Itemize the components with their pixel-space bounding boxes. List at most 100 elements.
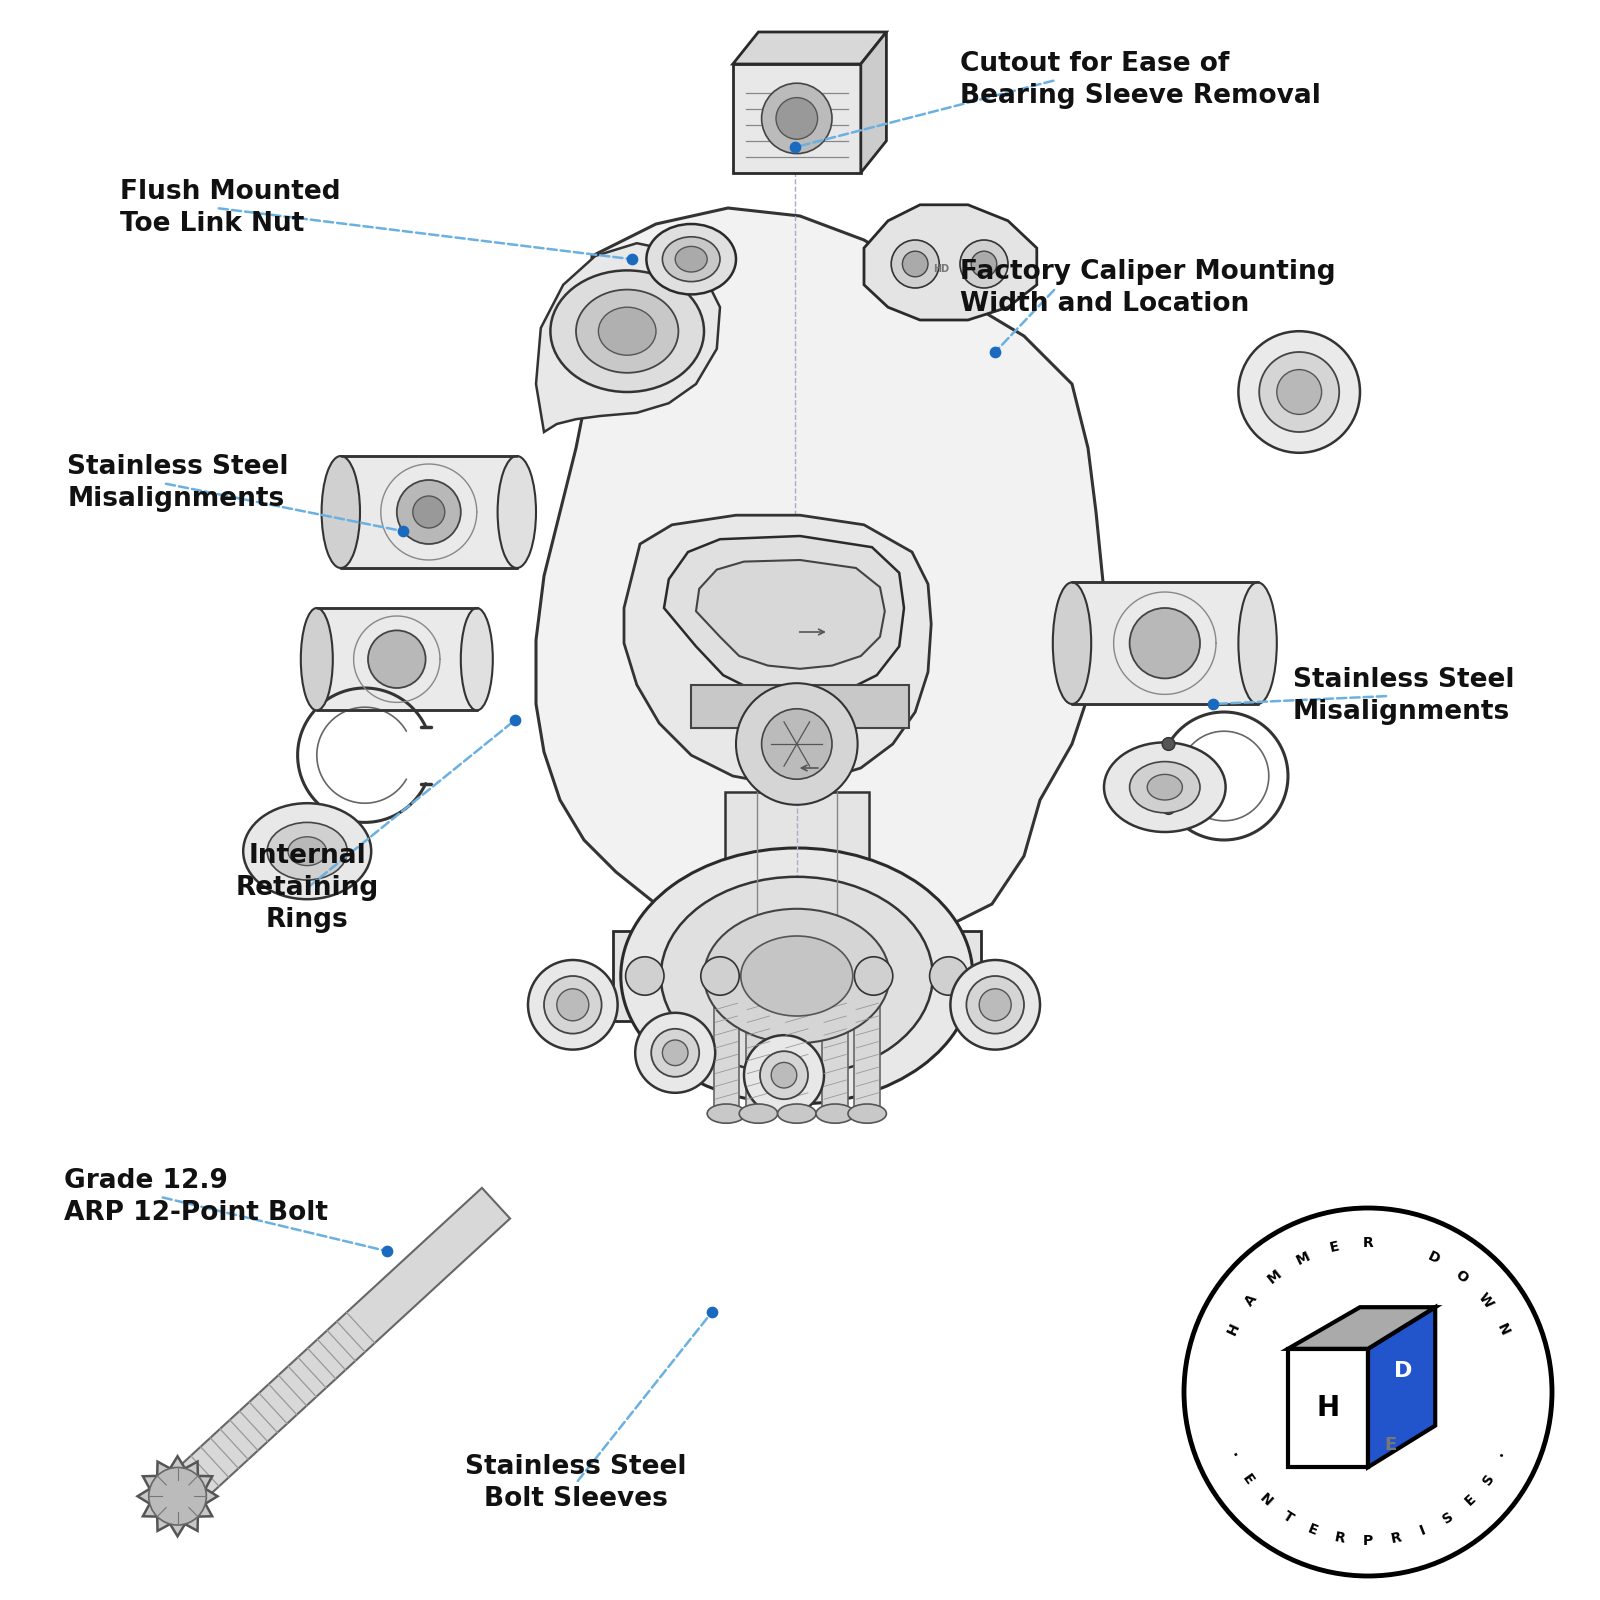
Text: Internal
Retaining
Rings: Internal Retaining Rings — [235, 843, 379, 933]
Ellipse shape — [891, 240, 939, 288]
Ellipse shape — [322, 456, 360, 568]
Text: E: E — [1238, 1470, 1256, 1486]
Ellipse shape — [498, 456, 536, 568]
Ellipse shape — [902, 251, 928, 277]
Polygon shape — [696, 560, 885, 669]
Polygon shape — [1072, 582, 1258, 704]
Polygon shape — [138, 1456, 218, 1536]
Polygon shape — [746, 1000, 771, 1112]
Text: ·: · — [1226, 1450, 1240, 1461]
Circle shape — [1184, 1208, 1552, 1576]
Polygon shape — [714, 1000, 739, 1112]
Polygon shape — [733, 64, 861, 173]
Ellipse shape — [661, 877, 933, 1075]
Ellipse shape — [776, 98, 818, 139]
Polygon shape — [613, 931, 981, 1021]
Ellipse shape — [778, 957, 816, 995]
Ellipse shape — [267, 822, 347, 880]
Polygon shape — [725, 792, 869, 931]
Polygon shape — [822, 1000, 848, 1112]
Ellipse shape — [528, 960, 618, 1050]
Ellipse shape — [368, 630, 426, 688]
Polygon shape — [536, 243, 720, 432]
Text: S: S — [1480, 1470, 1498, 1488]
Ellipse shape — [848, 1104, 886, 1123]
Text: ·: · — [1496, 1450, 1510, 1461]
Point — [374, 1238, 400, 1264]
Point — [699, 1299, 725, 1325]
Polygon shape — [864, 205, 1037, 320]
Ellipse shape — [1130, 608, 1200, 678]
Text: I: I — [1418, 1523, 1427, 1538]
Polygon shape — [784, 1000, 810, 1112]
Text: Cutout for Ease of
Bearing Sleeve Removal: Cutout for Ease of Bearing Sleeve Remova… — [960, 51, 1322, 109]
Ellipse shape — [461, 608, 493, 710]
Point — [390, 518, 416, 544]
Point — [619, 246, 645, 272]
Ellipse shape — [576, 290, 678, 373]
Ellipse shape — [662, 1040, 688, 1066]
Text: Grade 12.9
ARP 12-Point Bolt: Grade 12.9 ARP 12-Point Bolt — [64, 1168, 328, 1226]
Polygon shape — [854, 1000, 880, 1112]
Ellipse shape — [1130, 762, 1200, 813]
Ellipse shape — [1277, 370, 1322, 414]
Text: Factory Caliper Mounting
Width and Location: Factory Caliper Mounting Width and Locat… — [960, 259, 1336, 317]
Ellipse shape — [1104, 742, 1226, 832]
Ellipse shape — [778, 1104, 816, 1123]
Ellipse shape — [662, 237, 720, 282]
Ellipse shape — [288, 837, 326, 866]
Ellipse shape — [1147, 774, 1182, 800]
Text: N: N — [1258, 1491, 1275, 1509]
Text: D: D — [1426, 1250, 1442, 1267]
Ellipse shape — [1162, 738, 1174, 750]
Text: M: M — [1264, 1267, 1285, 1286]
Text: H: H — [1224, 1322, 1242, 1338]
Ellipse shape — [413, 496, 445, 528]
Ellipse shape — [557, 989, 589, 1021]
Ellipse shape — [301, 608, 333, 710]
Polygon shape — [691, 685, 909, 728]
Ellipse shape — [621, 848, 973, 1104]
Polygon shape — [624, 515, 931, 784]
Text: H: H — [1317, 1394, 1339, 1422]
Text: W: W — [1475, 1290, 1496, 1310]
Point — [982, 339, 1008, 365]
Point — [502, 707, 528, 733]
Polygon shape — [181, 1187, 510, 1496]
Text: Flush Mounted
Toe Link Nut: Flush Mounted Toe Link Nut — [120, 179, 341, 237]
Ellipse shape — [149, 1467, 206, 1525]
Ellipse shape — [1238, 582, 1277, 704]
Ellipse shape — [736, 683, 858, 805]
Ellipse shape — [675, 246, 707, 272]
Polygon shape — [733, 32, 886, 64]
Ellipse shape — [1238, 331, 1360, 453]
Ellipse shape — [744, 1035, 824, 1115]
Ellipse shape — [854, 957, 893, 995]
Ellipse shape — [626, 957, 664, 995]
Ellipse shape — [950, 960, 1040, 1050]
Text: E: E — [1462, 1491, 1478, 1509]
Text: HD: HD — [933, 264, 949, 274]
Point — [1200, 691, 1226, 717]
Ellipse shape — [966, 976, 1024, 1034]
Text: E: E — [1328, 1238, 1341, 1254]
Ellipse shape — [550, 270, 704, 392]
Ellipse shape — [243, 803, 371, 899]
Text: R: R — [1389, 1530, 1403, 1546]
Polygon shape — [341, 456, 517, 568]
Ellipse shape — [635, 1013, 715, 1093]
Ellipse shape — [971, 251, 997, 277]
Ellipse shape — [760, 1051, 808, 1099]
Ellipse shape — [646, 224, 736, 294]
Ellipse shape — [930, 957, 968, 995]
Polygon shape — [1288, 1307, 1435, 1349]
Ellipse shape — [739, 1104, 778, 1123]
Text: S: S — [1440, 1509, 1456, 1526]
Ellipse shape — [979, 989, 1011, 1021]
Text: D: D — [1394, 1362, 1413, 1381]
Text: R: R — [1363, 1237, 1373, 1250]
Text: E: E — [1306, 1522, 1320, 1539]
Point — [782, 134, 808, 160]
Polygon shape — [861, 32, 886, 173]
Ellipse shape — [598, 307, 656, 355]
